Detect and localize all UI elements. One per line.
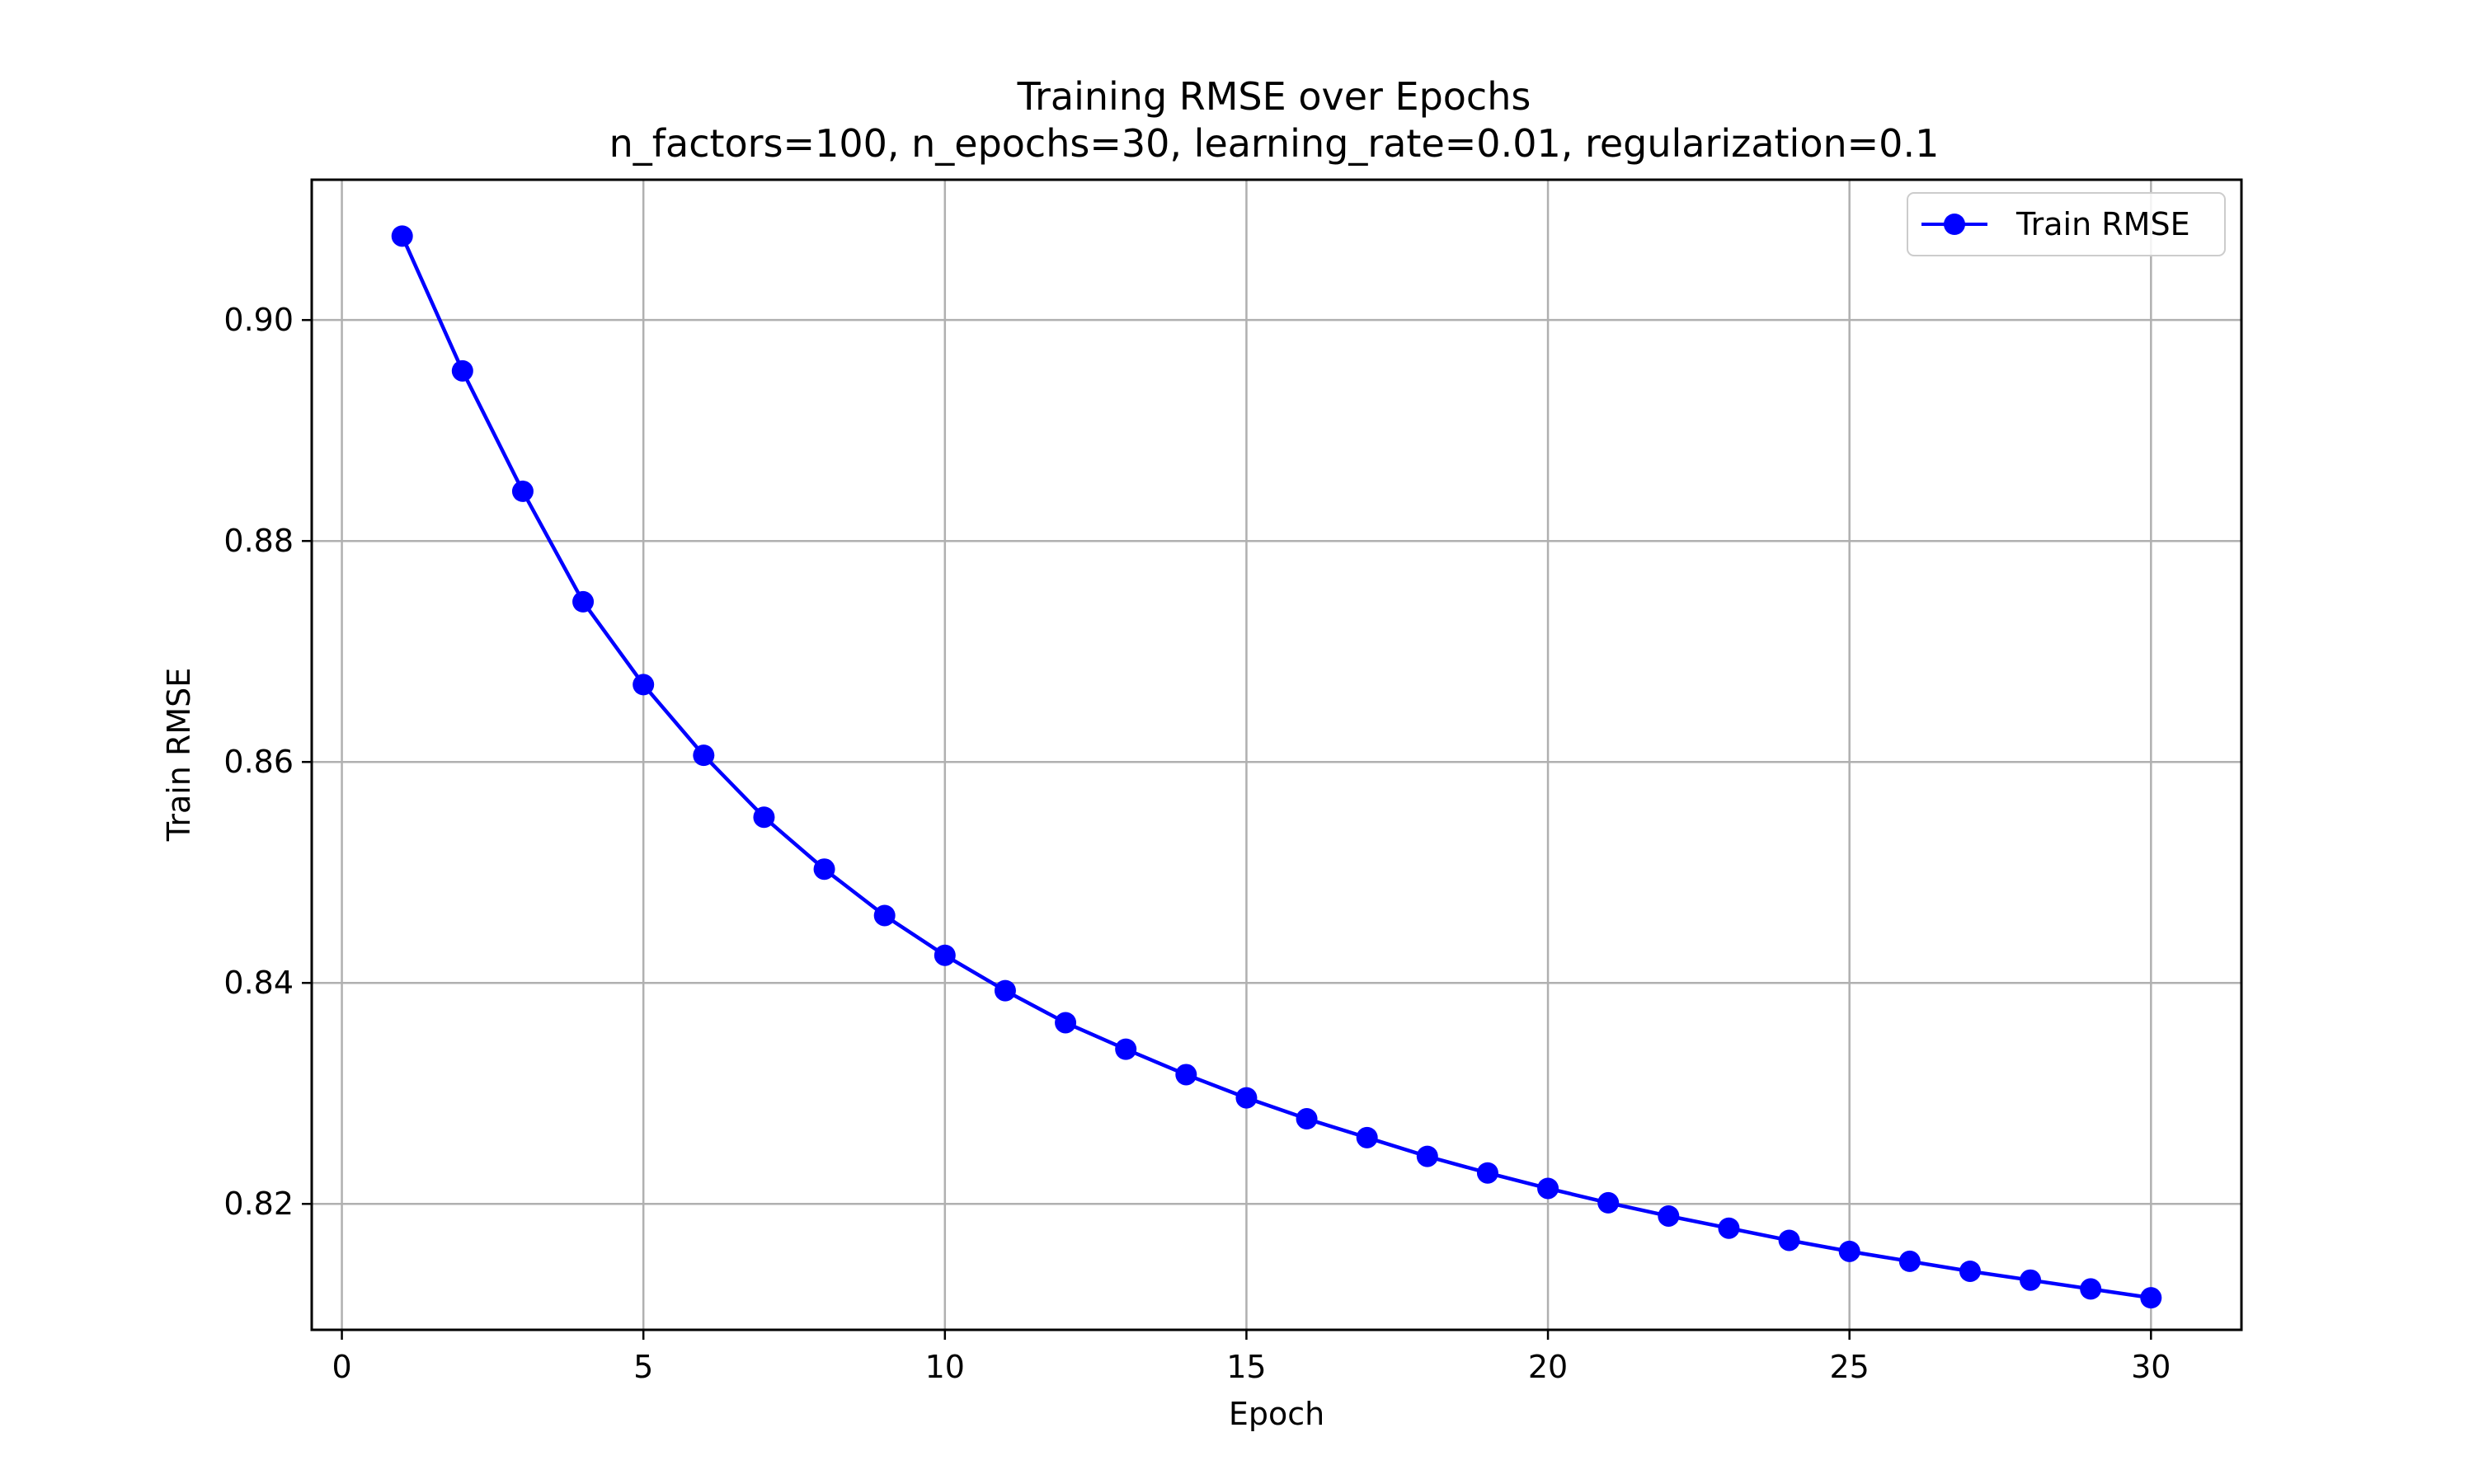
data-point xyxy=(813,858,835,881)
x-tick-label: 5 xyxy=(633,1349,653,1385)
data-point xyxy=(1537,1177,1559,1200)
data-point xyxy=(753,806,775,829)
plot-frame xyxy=(310,178,2243,1331)
data-point xyxy=(1597,1191,1620,1214)
x-tick-label: 30 xyxy=(2131,1349,2171,1385)
chart-subtitle: n_factors=100, n_epochs=30, learning_rat… xyxy=(609,121,1940,166)
data-point xyxy=(994,979,1016,1002)
data-point xyxy=(1658,1205,1680,1227)
y-tick-label: 0.90 xyxy=(223,302,294,338)
data-point xyxy=(1718,1217,1740,1239)
series-layer xyxy=(391,225,2162,1309)
axis-ticks: 0 5 10 15 20 25 30 0.82 0.84 0.86 0.88 0.90 xyxy=(223,302,2171,1385)
data-point xyxy=(391,225,413,247)
data-point xyxy=(2020,1269,2042,1291)
data-point xyxy=(1235,1087,1258,1109)
legend-label: Train RMSE xyxy=(2015,206,2190,242)
data-point xyxy=(1115,1038,1137,1060)
chart-title: Training RMSE over Epochs xyxy=(1017,74,1531,119)
y-tick-label: 0.84 xyxy=(223,965,294,1001)
data-point xyxy=(2140,1287,2162,1309)
data-point xyxy=(451,359,473,382)
y-tick-label: 0.88 xyxy=(223,523,294,559)
legend-box xyxy=(1907,192,2226,256)
data-point xyxy=(2080,1278,2102,1300)
data-point xyxy=(873,904,896,927)
y-tick-label: 0.82 xyxy=(223,1186,294,1222)
data-point xyxy=(1175,1064,1197,1086)
x-tick-label: 0 xyxy=(332,1349,351,1385)
legend: Train RMSE xyxy=(1907,192,2226,256)
data-point xyxy=(1838,1240,1860,1262)
x-tick-label: 10 xyxy=(925,1349,965,1385)
y-tick-label: 0.86 xyxy=(223,744,294,780)
x-tick-label: 15 xyxy=(1226,1349,1266,1385)
data-point xyxy=(1055,1012,1077,1034)
data-point xyxy=(633,674,655,696)
y-axis-label: Train RMSE xyxy=(161,668,197,843)
x-axis-label: Epoch xyxy=(1229,1396,1324,1432)
x-tick-label: 20 xyxy=(1528,1349,1568,1385)
data-point xyxy=(1416,1145,1438,1167)
data-point xyxy=(1476,1162,1498,1184)
data-point xyxy=(511,480,534,502)
grid-lines xyxy=(312,180,2241,1330)
data-point xyxy=(1898,1250,1921,1272)
data-point xyxy=(1356,1126,1378,1148)
data-point xyxy=(934,944,956,966)
data-point xyxy=(693,744,715,767)
data-point xyxy=(1959,1260,1981,1282)
data-point xyxy=(1296,1108,1318,1130)
legend-point-marker xyxy=(1944,214,1965,235)
data-point xyxy=(1778,1229,1800,1252)
data-point xyxy=(572,590,595,613)
x-tick-label: 25 xyxy=(1830,1349,1870,1385)
